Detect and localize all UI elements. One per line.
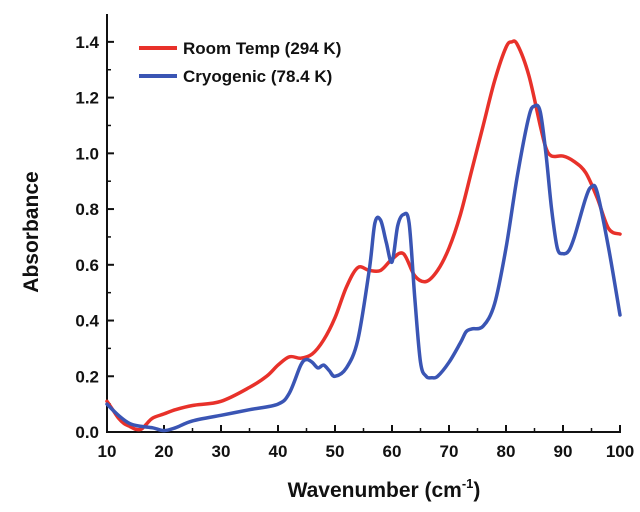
x-axis-ticks: 10 20 30 40 50 60 70 80 90 100: [98, 425, 635, 461]
x-tick-label: 100: [606, 442, 634, 461]
y-tick-label: 0.4: [75, 312, 99, 331]
legend-label-cryogenic: Cryogenic (78.4 K): [183, 67, 332, 86]
y-tick-label: 1.0: [75, 144, 99, 163]
series-layer: [107, 41, 620, 431]
plot-area: 0.0 0.2 0.4 0.6 0.8 1.0 1.2 1.4 10 20 30 40 50 60 70 8…: [75, 14, 634, 461]
x-tick-label: 50: [326, 442, 345, 461]
y-axis-title: Absorbance: [20, 171, 43, 292]
x-tick-label: 20: [155, 442, 174, 461]
y-tick-label: 1.4: [75, 33, 99, 52]
legend-label-room-temp: Room Temp (294 K): [183, 39, 341, 58]
x-tick-label: 90: [554, 442, 573, 461]
y-tick-label: 0.6: [75, 256, 99, 275]
x-axis-title-main: Wavenumber (cm: [288, 479, 462, 502]
x-axis-title-sup: -1: [462, 476, 474, 491]
x-tick-label: 40: [269, 442, 288, 461]
x-tick-label: 60: [383, 442, 402, 461]
x-tick-label: 70: [440, 442, 459, 461]
y-tick-label: 1.2: [75, 89, 99, 108]
y-tick-label: 0.0: [75, 423, 99, 442]
x-axis-title: Wavenumber (cm-1): [288, 476, 481, 502]
y-tick-label: 0.2: [75, 367, 99, 386]
x-tick-label: 10: [98, 442, 117, 461]
y-axis-ticks: 0.0 0.2 0.4 0.6 0.8 1.0 1.2 1.4: [75, 33, 114, 442]
series-line-room-temp: [107, 41, 620, 430]
y-tick-label: 0.8: [75, 200, 99, 219]
x-tick-label: 80: [497, 442, 516, 461]
x-axis-title-close: ): [473, 479, 480, 502]
legend: Room Temp (294 K) Cryogenic (78.4 K): [139, 39, 341, 86]
x-tick-label: 30: [212, 442, 231, 461]
